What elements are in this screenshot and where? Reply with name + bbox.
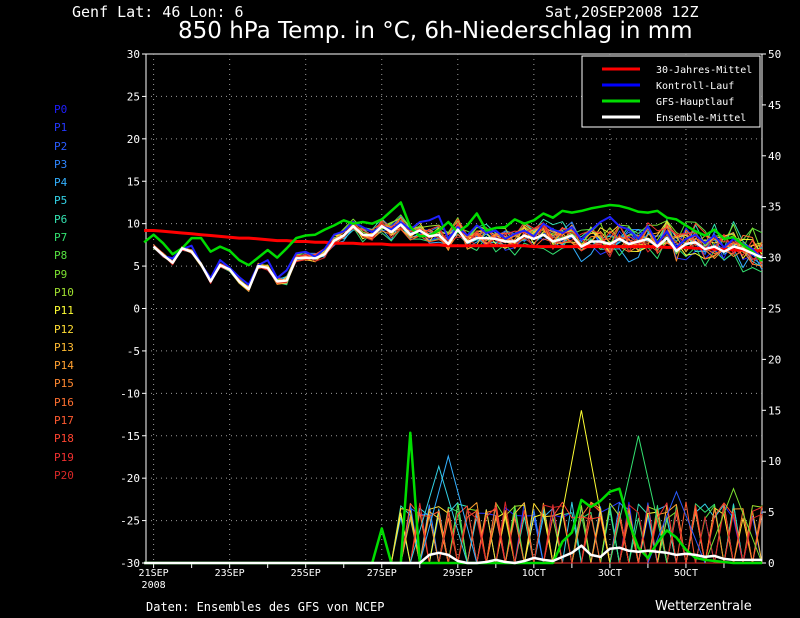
y-left-tick-label: -20	[120, 472, 140, 485]
legend-label: Kontroll-Lauf	[656, 81, 734, 92]
member-label: P0	[54, 103, 68, 116]
x-tick-label: 27SEP	[367, 568, 397, 579]
member-label: P10	[54, 285, 74, 299]
member-label: P19	[54, 450, 74, 464]
y-left-tick-label: 30	[127, 48, 140, 61]
y-right-tick-label: 15	[768, 404, 781, 417]
y-right-tick-label: 35	[768, 201, 781, 214]
member-label: P4	[54, 176, 68, 190]
y-left-tick-label: -30	[120, 557, 140, 570]
y-right-tick-label: 10	[768, 455, 781, 468]
y-left-tick-label: -25	[120, 515, 140, 528]
y-right-tick-label: 30	[768, 252, 781, 265]
y-right-tick-label: 0	[768, 557, 775, 570]
y-left-tick-label: -5	[127, 345, 140, 358]
legend-label: GFS-Hauptlauf	[656, 97, 734, 108]
member-precip-peak	[419, 454, 478, 564]
member-label: P2	[54, 139, 68, 153]
run-timestamp: Sat,20SEP2008 12Z	[545, 3, 699, 21]
location-header: Genf Lat: 46 Lon: 6	[72, 3, 244, 21]
y-left-tick-label: 20	[127, 133, 140, 146]
x-tick-label: 3OCT	[598, 568, 622, 579]
x-tick-label: 23SEP	[215, 568, 245, 579]
member-label: P8	[54, 249, 68, 263]
x-tick-label: 29SEP	[443, 568, 473, 579]
y-right-tick-label: 25	[768, 303, 781, 316]
member-label: P13	[54, 340, 74, 354]
member-precip-peak	[609, 435, 668, 564]
member-label: P11	[54, 304, 74, 318]
y-left-tick-label: 15	[127, 175, 140, 188]
x-tick-label: 25SEP	[291, 568, 321, 579]
y-left-tick-label: 0	[133, 303, 140, 316]
member-label: P12	[54, 322, 74, 336]
ensemble-mean-line	[152, 223, 763, 291]
plot-frame	[145, 53, 763, 564]
legend-label: 30-Jahres-Mittel	[656, 65, 752, 76]
x-tick-label: 21SEP	[139, 568, 169, 579]
member-label: P17	[54, 414, 74, 428]
y-left-tick-label: 25	[127, 90, 140, 103]
member-label: P16	[54, 395, 74, 409]
member-label: P3	[54, 157, 68, 171]
member-precip-peak	[704, 487, 763, 564]
member-label: P20	[54, 468, 74, 482]
y-left-tick-label: 5	[133, 260, 140, 273]
data-source: Daten: Ensembles des GFS von NCEP	[146, 600, 385, 614]
y-right-tick-label: 50	[768, 48, 781, 61]
x-tick-label: 1OCT	[522, 568, 546, 579]
member-precip-peak	[647, 490, 706, 564]
member-label: P6	[54, 212, 68, 226]
y-right-tick-label: 45	[768, 99, 781, 112]
y-right-tick-label: 40	[768, 150, 781, 163]
y-left-tick-label: -15	[120, 430, 140, 443]
member-label: P5	[54, 194, 68, 208]
y-right-tick-label: 5	[768, 506, 775, 519]
chart-title: 850 hPa Temp. in °C, 6h-Niederschlag in …	[178, 18, 693, 44]
y-left-tick-label: 10	[127, 218, 140, 231]
ensemble-mean-precip-line	[144, 544, 762, 565]
member-label: P9	[54, 267, 68, 281]
brand-label: Wetterzentrale	[655, 599, 752, 614]
gfs-main-line	[143, 201, 763, 267]
x-tick-label: 5OCT	[674, 568, 698, 579]
member-label: P7	[54, 231, 68, 245]
y-right-tick-label: 20	[768, 353, 781, 366]
gfs-main-precip-line	[144, 431, 762, 565]
y-left-tick-label: -10	[120, 387, 140, 400]
legend-label: Ensemble-Mittel	[656, 113, 746, 124]
member-legend: P0 P1 P2 P3 P4 P5 P6 P7 P8 P9 P10 P11 P12 P13 P14 P15 P1…	[54, 101, 74, 485]
member-label: P18	[54, 432, 74, 446]
member-label: P15	[54, 377, 74, 391]
member-precip-peak	[552, 410, 611, 564]
x-tick-sublabel: 2008	[142, 580, 166, 591]
member-label: P14	[54, 359, 74, 373]
member-precip-peak	[409, 464, 468, 564]
member-label: P1	[54, 121, 68, 135]
